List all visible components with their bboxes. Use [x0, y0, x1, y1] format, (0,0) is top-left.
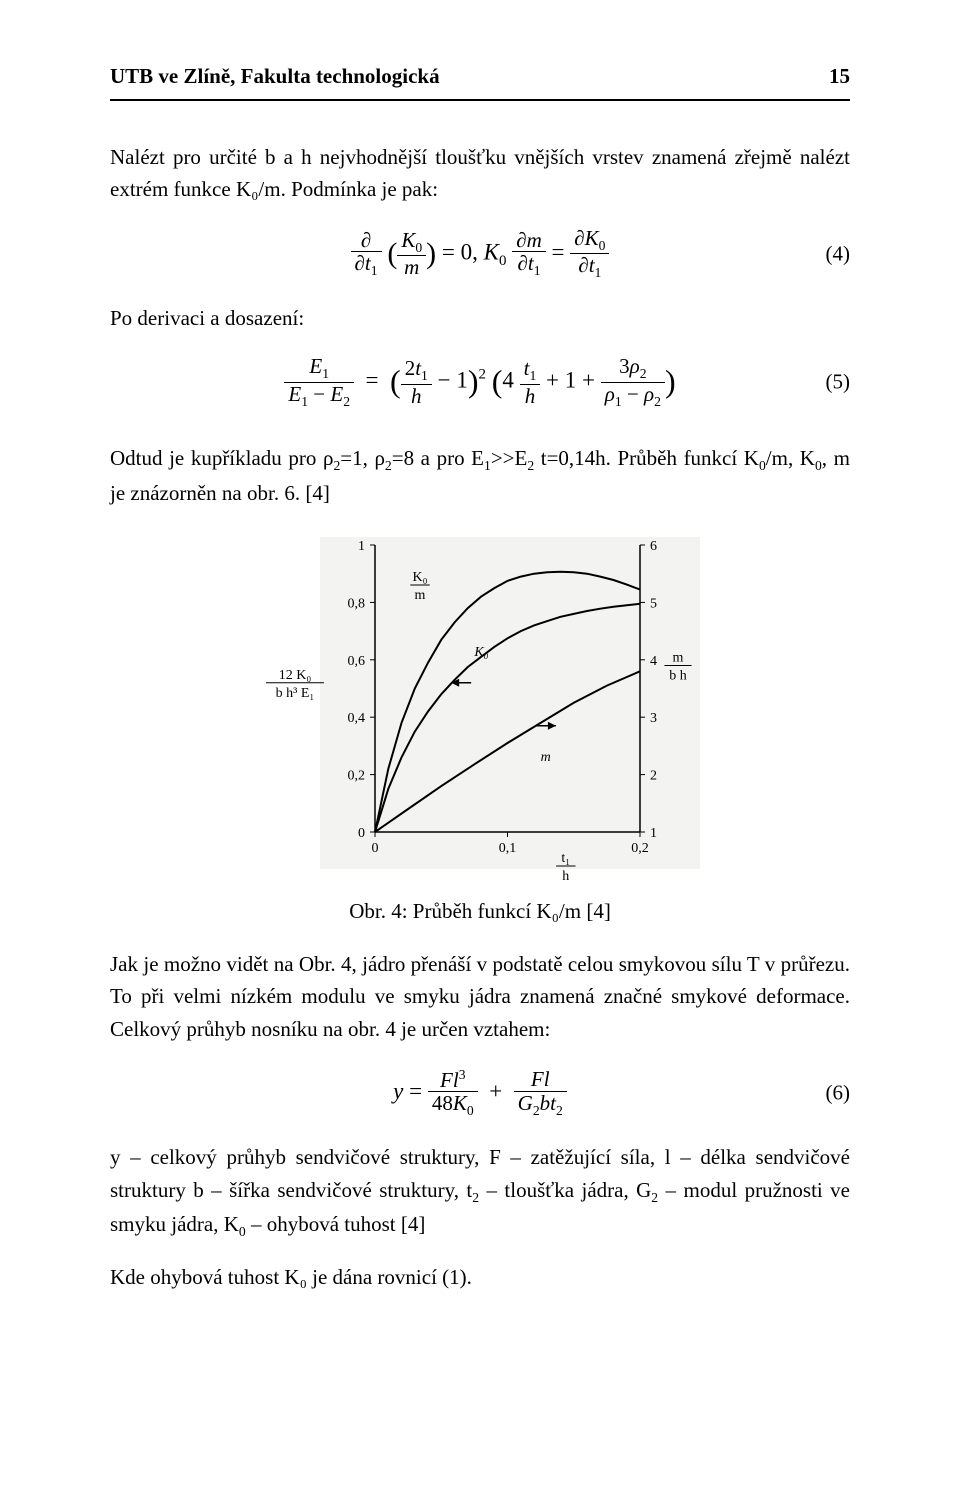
equation-5: E1E1 − E2 = (2t1h − 1)2 (4 t1h + 1 + 3ρ2… [110, 352, 850, 412]
svg-text:0,6: 0,6 [348, 654, 366, 669]
svg-text:m: m [673, 651, 684, 666]
svg-text:5: 5 [650, 596, 657, 611]
paragraph-3: Odtud je kupříkladu pro ρ2=1, ρ2=8 a pro… [110, 442, 850, 509]
svg-text:0,4: 0,4 [348, 711, 366, 726]
svg-text:h: h [562, 869, 569, 884]
svg-text:K₀: K₀ [413, 570, 428, 585]
svg-text:0,1: 0,1 [499, 841, 517, 856]
equation-5-number: (5) [826, 366, 851, 399]
svg-text:4: 4 [650, 654, 657, 669]
svg-text:b h: b h [669, 669, 687, 684]
svg-text:0,2: 0,2 [631, 841, 649, 856]
paragraph-4: Jak je možno vidět na Obr. 4, jádro přen… [110, 948, 850, 1046]
svg-text:3: 3 [650, 711, 657, 726]
equation-6: y = Fl348K0 + FlG2bt2 (6) [110, 1063, 850, 1123]
paragraph-5: y – celkový průhyb sendvičové struktury,… [110, 1141, 850, 1242]
header-rule [110, 99, 850, 101]
svg-text:0,2: 0,2 [348, 769, 366, 784]
svg-text:t₁: t₁ [561, 851, 570, 866]
svg-text:K₀: K₀ [473, 645, 488, 660]
equation-4-number: (4) [826, 237, 851, 270]
equation-6-number: (6) [826, 1077, 851, 1110]
svg-text:0: 0 [358, 826, 365, 841]
page-header: UTB ve Zlíně, Fakulta technologická 15 [110, 60, 850, 93]
figure-4: 0 0,2 0,4 0,6 0,8 1 1 2 3 4 5 6 0 0,1 0,2 K₀ m K₀ m 12 K₀ b … [110, 527, 850, 887]
svg-text:m: m [541, 750, 551, 765]
svg-text:2: 2 [650, 769, 657, 784]
svg-text:1: 1 [358, 539, 365, 554]
equation-4: ∂∂t1 (K0m) = 0, K0 ∂m∂t1 = ∂K0∂t1 (4) [110, 224, 850, 284]
svg-text:6: 6 [650, 539, 657, 554]
header-left: UTB ve Zlíně, Fakulta technologická [110, 60, 440, 93]
header-page-number: 15 [829, 60, 850, 93]
svg-text:0: 0 [372, 841, 379, 856]
svg-text:1: 1 [650, 826, 657, 841]
paragraph-2: Po derivaci a dosazení: [110, 302, 850, 335]
svg-text:0,8: 0,8 [348, 596, 366, 611]
paragraph-6: Kde ohybová tuhost K₀ je dána rovnicí (1… [110, 1261, 850, 1294]
svg-text:m: m [415, 588, 426, 603]
svg-text:b h³ E₁: b h³ E₁ [276, 686, 315, 701]
figure-4-caption: Obr. 4: Průběh funkcí K₀/m [4] [110, 895, 850, 928]
chart-k0m: 0 0,2 0,4 0,6 0,8 1 1 2 3 4 5 6 0 0,1 0,2 K₀ m K₀ m 12 K₀ b … [260, 527, 700, 887]
paragraph-1: Nalézt pro určité b a h nejvhodnější tlo… [110, 141, 850, 206]
svg-text:12 K₀: 12 K₀ [279, 668, 312, 683]
